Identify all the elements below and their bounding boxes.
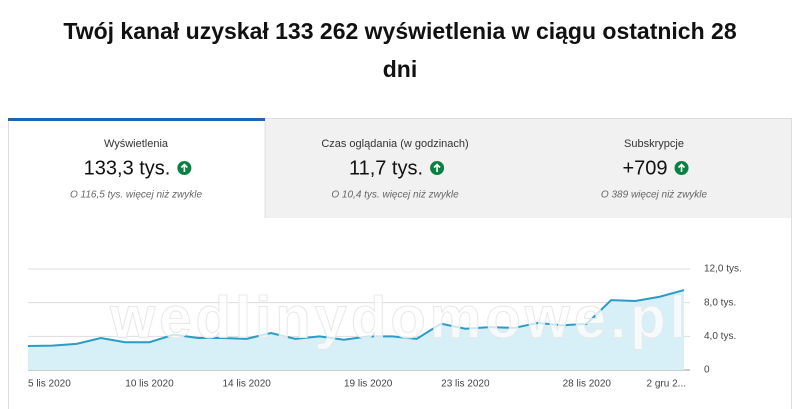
area (28, 290, 684, 370)
watermark: wedlinydomowe.pl (109, 285, 690, 350)
tab-label: Wyświetlenia (104, 138, 169, 150)
line (27, 289, 685, 348)
tab[interactable]: Subskrypcje +709 O 389 więcej niż zwykle (601, 138, 708, 201)
up-arrow (677, 163, 686, 172)
tab-comparison: O 10,4 tys. więcej niż zwykle (331, 190, 459, 201)
tab-value: 11,7 tys. (349, 157, 423, 179)
x-tick-label: 14 lis 2020 (222, 379, 271, 390)
up-arrow (180, 163, 188, 172)
tab-label: Czas oglądania (w godzinach) (321, 138, 468, 150)
tab-label: Subskrypcje (624, 138, 684, 150)
tab[interactable]: Czas oglądania (w godzinach) 11,7 tys. O 1… (321, 138, 468, 201)
y-tick-label: 8,0 tys. (704, 297, 736, 308)
x-tick-label: 23 lis 2020 (441, 379, 490, 390)
y-tick-label: 12,0 tys. (704, 264, 742, 275)
x-tick-label: 28 lis 2020 (563, 379, 612, 390)
active-tab-indicator (8, 118, 265, 121)
x-tick-label: 19 lis 2020 (344, 379, 393, 390)
tab[interactable]: Wyświetlenia 133,3 tys. O 116,5 tys. więce… (70, 138, 203, 201)
tab-comparison: O 389 więcej niż zwykle (601, 190, 708, 201)
tab-value: 133,3 tys. (84, 157, 171, 179)
tab-value: +709 (622, 157, 667, 179)
y-tick-label: 4,0 tys. (704, 331, 736, 342)
inactive-tabs-bg (265, 119, 791, 218)
up-arrow (433, 163, 441, 172)
x-tick-label: 5 lis 2020 (28, 379, 71, 390)
tab-comparison: O 116,5 tys. więcej niż zwykle (70, 190, 203, 201)
page-title: Twój kanał uzyskał 133 262 wyświetlenia … (63, 18, 737, 82)
x-tick-label: 2 gru 2... (647, 379, 686, 390)
y-tick-label: 0 (704, 365, 710, 376)
x-tick-label: 10 lis 2020 (125, 379, 174, 390)
